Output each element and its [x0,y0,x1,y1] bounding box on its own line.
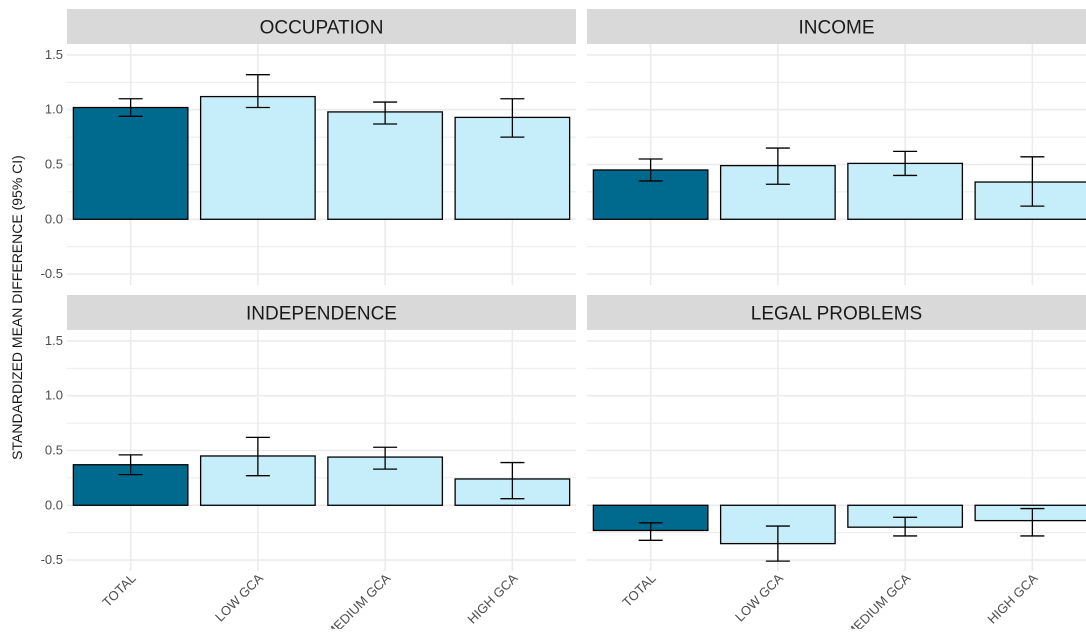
y-tick-label: 1.0 [45,388,63,403]
y-tick-label: 1.5 [45,333,63,348]
facet-strip [587,295,1086,330]
x-tick-label: LOW GCA [732,570,786,624]
facet-title: OCCUPATION [260,18,384,39]
bar-low-gca [199,95,316,220]
x-tick-label: HIGH GCA [984,570,1040,626]
facet-panels: OCCUPATION -0.5 0.0 0.5 1.0 1.5 INCOME INDEPEND… [41,9,1086,634]
y-tick-label: 0.0 [45,497,63,512]
facet-panel: LEGAL PROBLEMS TOTAL LOW GCA MEDIUM GCA HIGH… [587,295,1086,634]
x-tick-label: MEDIUM GCA [843,570,914,629]
y-tick-label: -0.5 [41,552,63,567]
y-tick-label: 0.5 [45,157,63,172]
facet-strip [67,295,576,330]
x-tick-label: MEDIUM GCA [323,570,394,629]
facet-strip [587,9,1086,44]
bar-medium-gca [327,111,444,220]
facet-panel: OCCUPATION -0.5 0.0 0.5 1.0 1.5 [41,9,576,285]
facet-strip [67,9,576,44]
bar-total [72,106,189,220]
facet-panel: INCOME [587,9,1086,285]
facet-panel: INDEPENDENCE -0.5 0.0 0.5 1.0 1.5 TOTAL LOW GCA… [41,295,576,634]
x-tick-label: TOTAL [619,571,658,610]
y-tick-label: 1.5 [45,47,63,62]
y-tick-label: 0.0 [45,211,63,226]
x-tick-label: TOTAL [99,571,138,610]
facet-title: LEGAL PROBLEMS [751,304,922,325]
x-tick-label: HIGH GCA [464,570,520,626]
y-tick-label: 0.5 [45,443,63,458]
y-axis-title: STANDARDIZED MEAN DIFFERENCE (95% CI) [9,155,25,460]
x-tick-label: LOW GCA [212,570,266,624]
facet-title: INDEPENDENCE [246,304,397,325]
bar-high-gca [974,181,1086,220]
y-tick-label: 1.0 [45,102,63,117]
facet-title: INCOME [799,18,875,39]
y-tick-label: -0.5 [41,266,63,281]
bar-high-gca [974,504,1086,522]
